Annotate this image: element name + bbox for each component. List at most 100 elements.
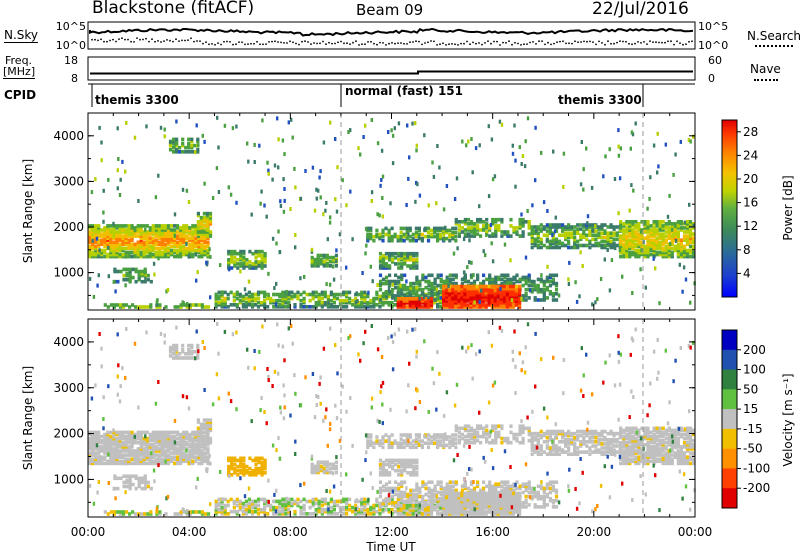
velocity-cell: [408, 435, 412, 439]
nsearch-dot: [658, 41, 660, 44]
power-cell: [179, 236, 183, 240]
nsearch-dot: [340, 40, 342, 43]
velocity-cell: [109, 451, 113, 455]
power-cell: [442, 284, 446, 289]
power-cell: [457, 286, 461, 291]
power-cell: [372, 238, 376, 243]
power-cell: [625, 234, 629, 238]
velocity-cell: [118, 461, 122, 466]
power-speck: [414, 199, 417, 204]
power-cell: [476, 224, 480, 228]
power-cell: [332, 292, 336, 297]
velocity-cell: [612, 448, 616, 452]
velocity-cell: [233, 471, 237, 475]
velocity-cell: [94, 436, 98, 441]
power-speck: [203, 181, 206, 186]
power-speck: [513, 123, 516, 128]
nsearch-dot: [316, 42, 318, 45]
power-cell: [664, 248, 668, 253]
power-cell: [121, 234, 125, 238]
power-cell: [278, 303, 282, 307]
power-speck: [443, 237, 446, 242]
velocity-cell: [482, 430, 486, 435]
nsearch-dot: [277, 41, 279, 43]
velocity-cell: [322, 470, 326, 475]
power-speck: [678, 262, 681, 267]
power-cell: [692, 240, 696, 245]
power-cell: [176, 252, 180, 257]
power-speck: [683, 220, 687, 225]
power-cell: [502, 284, 506, 289]
power-cell: [214, 292, 218, 297]
velocity-cell: [128, 484, 132, 489]
nsearch-dot: [541, 40, 543, 42]
power-speck: [438, 165, 441, 170]
power-cell: [134, 267, 138, 272]
power-cell: [91, 226, 95, 230]
power-cell: [582, 243, 586, 248]
velocity-cell: [115, 438, 119, 443]
power-cell: [329, 290, 333, 295]
velocity-cell: [557, 440, 562, 444]
power-speck: [209, 295, 212, 300]
power-cell: [263, 258, 267, 262]
power-speck: [181, 187, 185, 192]
velocity-cell: [100, 447, 104, 451]
power-cell: [137, 277, 141, 282]
power-cell: [260, 300, 264, 305]
power-cell: [230, 249, 234, 254]
power-cell: [381, 292, 386, 296]
power-cell: [451, 290, 455, 295]
velocity-cell: [554, 429, 559, 434]
power-cell: [655, 222, 659, 226]
power-cell: [188, 232, 192, 236]
velocity-cell: [622, 428, 626, 433]
power-cell: [103, 250, 107, 255]
velocity-cell: [637, 451, 641, 455]
power-cell: [433, 277, 437, 282]
power-cell: [548, 275, 552, 280]
power-cell: [115, 254, 119, 259]
velocity-cell: [257, 466, 261, 471]
velocity-cell: [191, 453, 195, 457]
power-cell: [391, 251, 395, 256]
velocity-cell: [533, 444, 537, 448]
velocity-cell: [557, 448, 562, 452]
power-cell: [433, 300, 437, 305]
velocity-cell: [393, 439, 397, 443]
power-cell: [658, 244, 662, 249]
power-cell: [487, 284, 491, 289]
power-cell: [612, 231, 616, 235]
velocity-cell: [573, 450, 577, 454]
power-cell: [391, 253, 395, 258]
power-cell: [481, 292, 485, 297]
power-cell: [688, 250, 693, 255]
velocity-cell: [619, 449, 623, 453]
velocity-cell: [206, 457, 210, 461]
velocity-cell: [206, 455, 210, 459]
power-cell: [357, 305, 361, 309]
power-cell: [511, 297, 516, 301]
velocity-cell: [518, 430, 522, 435]
velocity-cell: [194, 447, 198, 451]
power-cell: [625, 228, 629, 232]
power-cell: [146, 273, 150, 278]
power-cell: [487, 299, 491, 303]
velocity-cell: [157, 449, 161, 453]
power-cell: [148, 254, 152, 259]
power-cell: [263, 298, 267, 303]
power-cell: [245, 262, 249, 266]
power-speck: [370, 190, 374, 195]
nsearch-tick-bottom: 10^0: [698, 39, 728, 52]
power-cell: [173, 230, 177, 234]
power-cell: [127, 244, 131, 249]
velocity-cell: [160, 453, 164, 457]
power-speck: [349, 128, 352, 133]
velocity-cell: [91, 451, 95, 455]
velocity-cell: [527, 426, 531, 431]
velocity-cell: [157, 443, 161, 447]
power-cell: [402, 232, 406, 237]
velocity-cell: [121, 455, 125, 459]
velocity-cell: [91, 438, 95, 443]
power-cell: [646, 230, 650, 234]
